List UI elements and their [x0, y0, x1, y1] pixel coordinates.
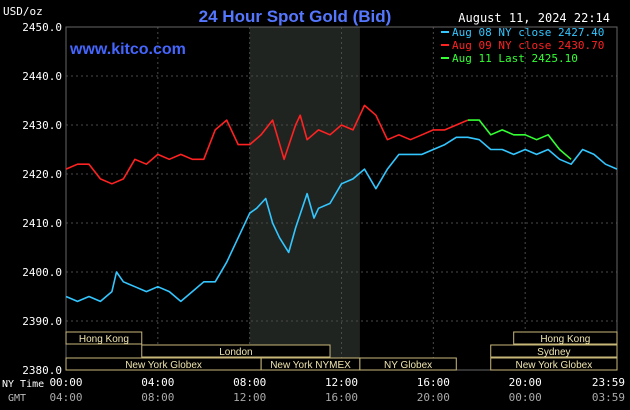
x-row-label-ny: NY Time	[2, 379, 44, 390]
x-tick-label-ny: 04:00	[141, 376, 174, 389]
session-label: London	[219, 347, 252, 358]
session-bar	[490, 344, 618, 358]
session-label: New York NYMEX	[270, 360, 351, 371]
series-line-aug-09	[65, 104, 469, 185]
session-label: Sydney	[537, 347, 570, 358]
x-tick-label-gmt: 04:00	[49, 391, 82, 404]
session-bar	[513, 331, 618, 345]
watermark: www.kitco.com	[69, 41, 186, 58]
chart-title: 24 Hour Spot Gold (Bid)	[199, 7, 392, 26]
session-bar	[141, 344, 331, 358]
y-tick-label: 2390.0	[22, 315, 62, 328]
legend-entry: Aug 11 Last 2425.10	[452, 52, 578, 65]
x-tick-label-ny: 08:00	[233, 376, 266, 389]
x-tick-label-gmt: 03:59	[592, 391, 625, 404]
session-label: Hong Kong	[540, 334, 590, 345]
session-label: Hong Kong	[79, 334, 129, 345]
y-unit-label: USD/oz	[3, 5, 43, 18]
y-tick-label: 2440.0	[22, 70, 62, 83]
chart-timestamp: August 11, 2024 22:14	[458, 11, 610, 25]
y-tick-label: 2420.0	[22, 168, 62, 181]
x-tick-label-gmt: 12:00	[233, 391, 266, 404]
session-label: New York Globex	[125, 360, 202, 371]
session-label: New York Globex	[516, 360, 593, 371]
x-tick-label-ny: 20:00	[509, 376, 542, 389]
legend-entry: Aug 09 NY close 2430.70	[452, 39, 604, 52]
series-line-aug-11	[467, 119, 572, 160]
session-label: NY Globex	[384, 360, 432, 371]
series-line-aug-08	[65, 136, 618, 303]
y-tick-label: 2400.0	[22, 266, 62, 279]
x-tick-label-gmt: 20:00	[417, 391, 450, 404]
x-tick-label-ny: 00:00	[49, 376, 82, 389]
y-tick-label: 2450.0	[22, 21, 62, 34]
session-bar	[490, 357, 618, 371]
legend-entry: Aug 08 NY close 2427.40	[452, 26, 604, 39]
x-row-label-gmt: GMT	[8, 393, 26, 404]
session-bar	[359, 357, 457, 371]
x-tick-label-ny: 12:00	[325, 376, 358, 389]
x-tick-label-gmt: 00:00	[509, 391, 542, 404]
y-tick-label: 2410.0	[22, 217, 62, 230]
x-tick-label-ny: 16:00	[417, 376, 450, 389]
x-tick-label-ny: 23:59	[592, 376, 625, 389]
x-tick-label-gmt: 08:00	[141, 391, 174, 404]
y-tick-label: 2380.0	[22, 364, 62, 377]
y-tick-label: 2430.0	[22, 119, 62, 132]
session-bar	[65, 331, 143, 345]
x-tick-label-gmt: 16:00	[325, 391, 358, 404]
